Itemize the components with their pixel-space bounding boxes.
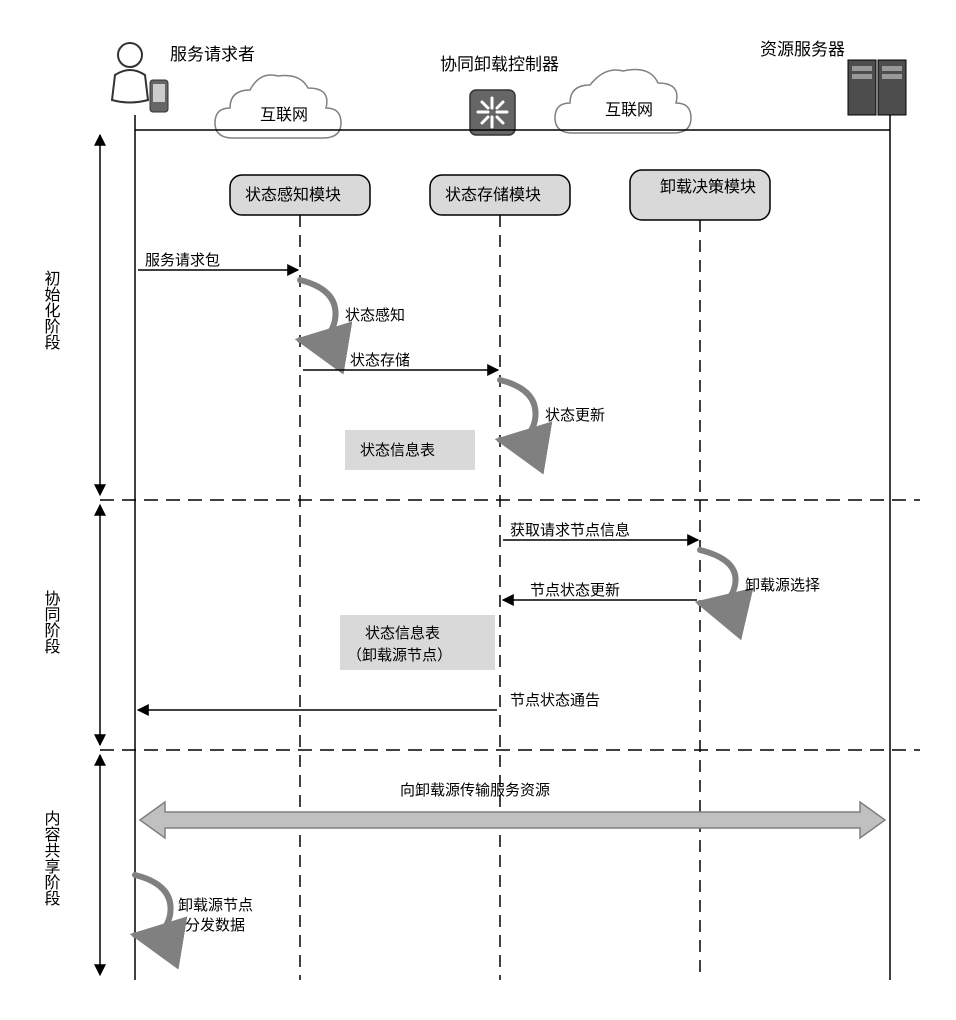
msg-state-storage-label: 状态存储 (350, 352, 410, 369)
internet-1-label: 互联网 (260, 106, 308, 124)
phase-collab-label: 协同阶段 (42, 590, 61, 654)
state-info-box-1-label: 状态信息表 (360, 442, 435, 459)
phase-share-label: 内容共享阶段 (42, 810, 61, 906)
storage-module-label: 状态存储模块 (445, 186, 541, 204)
decision-module-label: 卸载决策模块 (660, 178, 756, 196)
state-update-label: 状态更新 (545, 407, 605, 424)
state-perception-label: 状态感知 (345, 307, 405, 324)
msg-request-packet-label: 服务请求包 (145, 252, 220, 269)
transmit-resource-arrow (140, 802, 885, 838)
offload-select-label: 卸载源选择 (745, 577, 820, 594)
offload-distribute-label-b: 分发数据 (185, 917, 245, 934)
internet-2-label: 互联网 (605, 101, 653, 119)
msg-node-state-update-label: 节点状态更新 (530, 582, 620, 599)
controller-label: 协同卸载控制器 (440, 55, 559, 74)
perception-module-label: 状态感知模块 (245, 186, 341, 204)
offload-select-loop (700, 550, 736, 605)
state-info-box-2b-label: （卸载源节点） (347, 647, 452, 664)
requester-icon (112, 43, 168, 112)
offload-distribute-loop (135, 875, 171, 936)
offload-distribute-label-a: 卸载源节点 (178, 897, 253, 914)
state-perception-loop (300, 280, 336, 341)
server-icon (848, 60, 906, 115)
controller-icon (470, 90, 515, 135)
state-info-box-2a-label: 状态信息表 (365, 625, 440, 642)
state-update-loop (500, 380, 536, 441)
transmit-resource-label: 向卸载源传输服务资源 (400, 782, 550, 799)
server-label: 资源服务器 (760, 40, 845, 59)
requester-label: 服务请求者 (170, 45, 255, 64)
msg-get-request-node-label: 获取请求节点信息 (510, 522, 630, 539)
msg-node-state-notify-label: 节点状态通告 (510, 692, 600, 709)
phase-init-label: 初始化阶段 (42, 270, 61, 350)
